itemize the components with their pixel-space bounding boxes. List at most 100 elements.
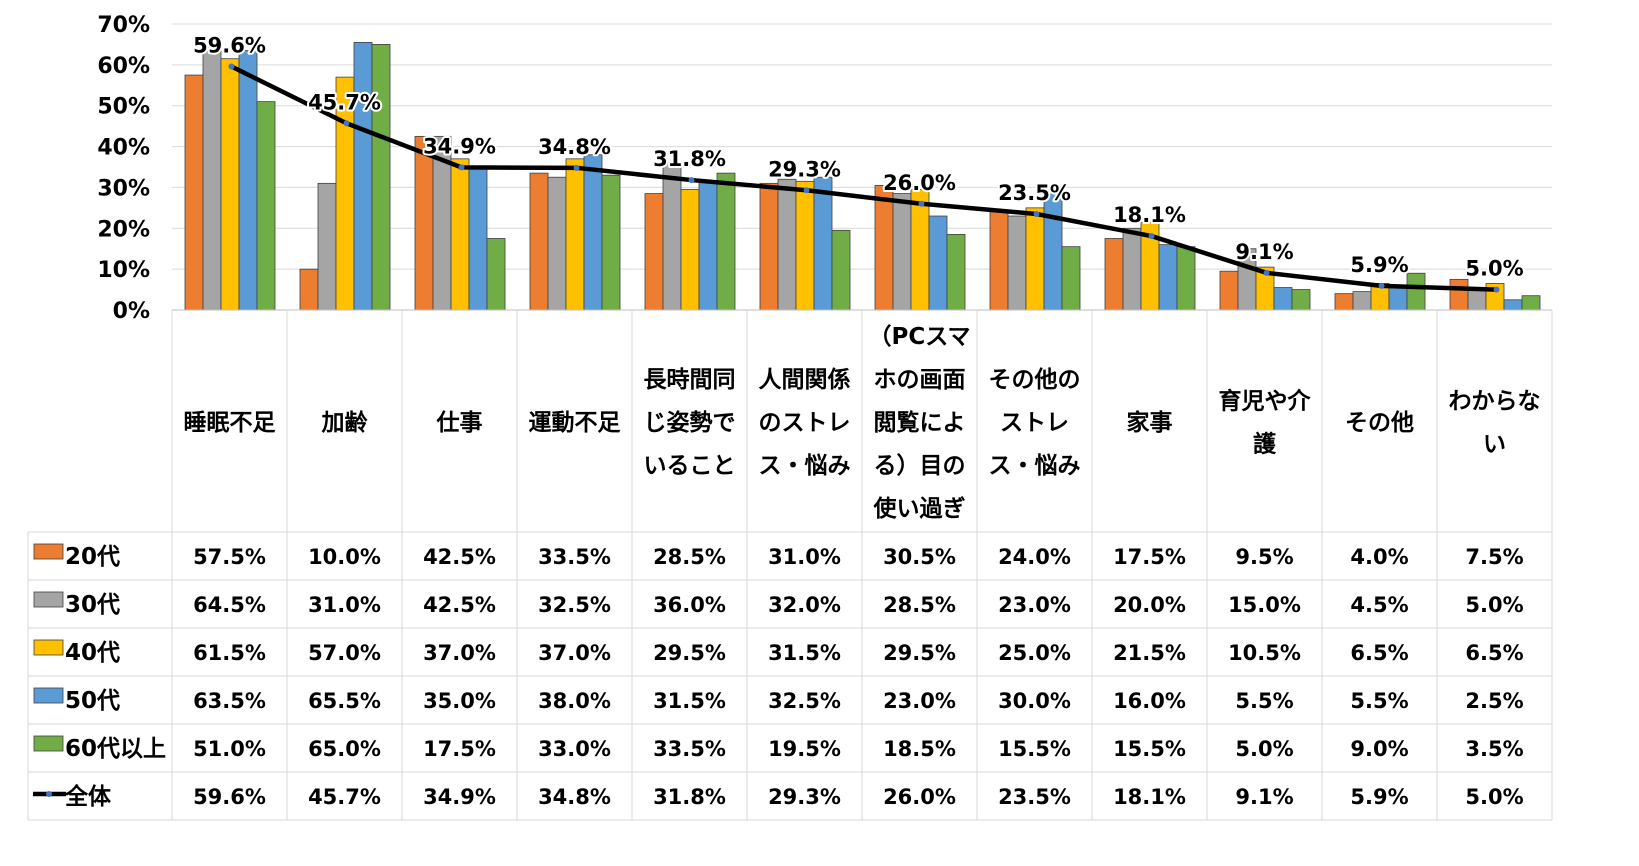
data-label-total-11: 5.0% bbox=[1465, 257, 1523, 281]
bar-50代-7 bbox=[1043, 187, 1063, 311]
data-label-total-0: 59.6% bbox=[193, 33, 266, 57]
category-label-6: （PCスマホの画面閲覧による）目の使い過ぎ bbox=[868, 323, 970, 522]
bar-50代-5 bbox=[813, 176, 833, 311]
data-label-halo: 34.8% bbox=[538, 135, 611, 159]
table-cell-50代-4: 31.5% bbox=[653, 689, 726, 713]
legend-label-60代以上: 60代以上 bbox=[65, 736, 166, 762]
total-marker-4 bbox=[688, 177, 695, 184]
table-cell-全体-11: 5.0% bbox=[1465, 785, 1523, 809]
table-cell-40代-10: 6.5% bbox=[1350, 641, 1408, 665]
table-cell-20代-11: 7.5% bbox=[1465, 545, 1523, 569]
y-tick-label: 60% bbox=[97, 54, 150, 79]
bar-30代-1 bbox=[317, 182, 337, 311]
bar-30代-3 bbox=[547, 176, 567, 311]
total-marker-2 bbox=[458, 164, 465, 171]
data-label-total-2: 34.9% bbox=[423, 134, 496, 158]
table-cell-40代-1: 57.0% bbox=[308, 641, 381, 665]
bar-60代以上-3 bbox=[601, 174, 621, 311]
table-cell-60代以上-10: 9.0% bbox=[1350, 737, 1408, 761]
y-tick-label: 0% bbox=[113, 299, 150, 324]
data-label-halo: 23.5% bbox=[998, 181, 1071, 205]
table-cell-全体-9: 9.1% bbox=[1235, 785, 1293, 809]
table-cell-60代以上-5: 19.5% bbox=[768, 737, 841, 761]
table-cell-20代-1: 10.0% bbox=[308, 545, 381, 569]
legend-key-50代 bbox=[33, 687, 64, 704]
y-tick-label: 30% bbox=[97, 176, 150, 201]
data-label-total-9: 9.1% bbox=[1235, 240, 1293, 264]
table-cell-20代-2: 42.5% bbox=[423, 545, 496, 569]
bar-40代-2 bbox=[450, 158, 470, 311]
bar-60代以上-7 bbox=[1061, 246, 1081, 311]
y-tick-label: 70% bbox=[97, 13, 150, 38]
bar-60代以上-11 bbox=[1521, 295, 1541, 311]
table-cell-60代以上-1: 65.0% bbox=[308, 737, 381, 761]
data-label-total-1: 45.7% bbox=[308, 90, 381, 114]
table-cell-全体-8: 18.1% bbox=[1113, 785, 1186, 809]
table-cell-60代以上-3: 33.0% bbox=[538, 737, 611, 761]
category-label-10: その他 bbox=[1345, 410, 1414, 436]
data-label-total-7: 23.5% bbox=[998, 181, 1071, 205]
bar-50代-3 bbox=[583, 154, 603, 311]
table-cell-50代-5: 32.5% bbox=[768, 689, 841, 713]
total-marker-11 bbox=[1493, 286, 1500, 293]
table-cell-全体-10: 5.9% bbox=[1350, 785, 1408, 809]
table-cell-50代-3: 38.0% bbox=[538, 689, 611, 713]
table-cell-30代-6: 28.5% bbox=[883, 593, 956, 617]
bar-60代以上-8 bbox=[1176, 246, 1196, 311]
data-label-total-6: 26.0% bbox=[883, 171, 956, 195]
table-cell-全体-5: 29.3% bbox=[768, 785, 841, 809]
bar-20代-7 bbox=[989, 211, 1009, 311]
table-cell-30代-9: 15.0% bbox=[1228, 593, 1301, 617]
bar-20代-0 bbox=[184, 74, 204, 311]
total-marker-0 bbox=[228, 63, 235, 70]
y-axis-ticks: 0% 10% 20% 30% 40% 50% 60% 70% bbox=[97, 13, 150, 324]
data-label-total-8: 18.1% bbox=[1113, 203, 1186, 227]
table-cell-50代-9: 5.5% bbox=[1235, 689, 1293, 713]
table-cell-60代以上-4: 33.5% bbox=[653, 737, 726, 761]
table-cell-20代-0: 57.5% bbox=[193, 545, 266, 569]
table-cell-30代-10: 4.5% bbox=[1350, 593, 1408, 617]
category-label-9: 育児や介護 bbox=[1219, 388, 1312, 458]
table-cell-40代-11: 6.5% bbox=[1465, 641, 1523, 665]
table-cell-30代-3: 32.5% bbox=[538, 593, 611, 617]
y-tick-label: 10% bbox=[97, 258, 150, 283]
table-cell-30代-11: 5.0% bbox=[1465, 593, 1523, 617]
category-label-1: 加齢 bbox=[321, 409, 368, 436]
bar-20代-10 bbox=[1334, 293, 1354, 311]
table-cell-30代-4: 36.0% bbox=[653, 593, 726, 617]
bar-50代-10 bbox=[1388, 287, 1408, 311]
table-cell-40代-9: 10.5% bbox=[1228, 641, 1301, 665]
data-labels: 59.6%59.6%45.7%45.7%34.9%34.9% 34.8%34.8%… bbox=[191, 31, 1526, 282]
legend-key-30代 bbox=[33, 591, 64, 608]
legend-label-50代: 50代 bbox=[65, 688, 120, 714]
table-cell-60代以上-0: 51.0% bbox=[193, 737, 266, 761]
data-label-halo: 5.0% bbox=[1465, 257, 1523, 281]
bar-30代-11 bbox=[1467, 289, 1487, 311]
table-cell-40代-6: 29.5% bbox=[883, 641, 956, 665]
bar-60代以上-10 bbox=[1406, 272, 1426, 311]
bar-50代-6 bbox=[928, 215, 948, 311]
table-cell-40代-8: 21.5% bbox=[1113, 641, 1186, 665]
bar-40代-0 bbox=[220, 58, 240, 311]
category-label-7: その他のストレス・悩み bbox=[989, 367, 1081, 479]
table-cell-60代以上-8: 15.5% bbox=[1113, 737, 1186, 761]
bar-20代-5 bbox=[759, 182, 779, 311]
bar-30代-4 bbox=[662, 162, 682, 311]
legend-key-40代 bbox=[33, 639, 64, 656]
table-cell-60代以上-6: 18.5% bbox=[883, 737, 956, 761]
table-cell-30代-8: 20.0% bbox=[1113, 593, 1186, 617]
legend-key-60代以上 bbox=[33, 735, 64, 752]
category-label-4: 長時間同じ姿勢でいること bbox=[644, 367, 736, 479]
table-cell-50代-6: 23.0% bbox=[883, 689, 956, 713]
category-label-8: 家事 bbox=[1127, 409, 1173, 436]
table-cell-30代-1: 31.0% bbox=[308, 593, 381, 617]
table-cell-30代-5: 32.0% bbox=[768, 593, 841, 617]
bar-50代-2 bbox=[468, 166, 488, 311]
y-tick-label: 50% bbox=[97, 95, 150, 120]
table-cell-全体-1: 45.7% bbox=[308, 785, 381, 809]
table-cell-20代-9: 9.5% bbox=[1235, 545, 1293, 569]
total-marker-3 bbox=[573, 164, 580, 171]
bar-30代-8 bbox=[1122, 227, 1142, 311]
total-marker-6 bbox=[918, 200, 925, 207]
